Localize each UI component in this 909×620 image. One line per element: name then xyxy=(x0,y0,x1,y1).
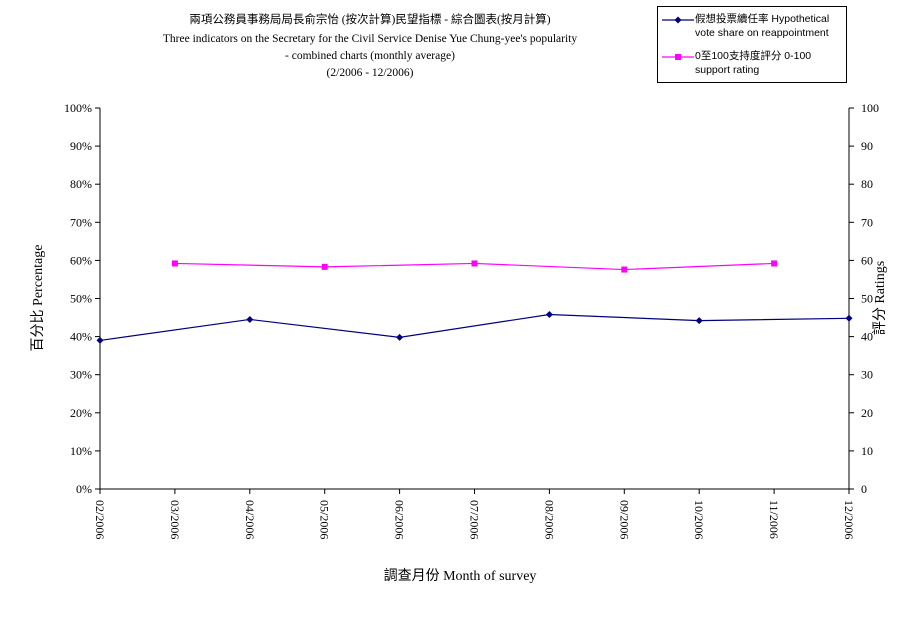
y-left-tick-label: 50% xyxy=(70,292,92,306)
legend-label-vote-share: 假想投票續任率 Hypothetical vote share on reapp… xyxy=(695,13,830,39)
y-right-tick-label: 80 xyxy=(861,177,873,191)
x-tick-label: 08/2006 xyxy=(542,500,556,539)
data-point-series-1 xyxy=(695,317,703,325)
y-axis-right-title: 評分 Ratings xyxy=(872,261,888,335)
x-tick-label: 04/2006 xyxy=(243,500,257,539)
data-point-series-1 xyxy=(845,314,853,322)
chart-subtitle-line-3: (2/2006 - 12/2006) xyxy=(326,67,414,79)
y-left-tick-label: 80% xyxy=(70,177,92,191)
chart-subtitle-line-2: - combined charts (monthly average) xyxy=(285,50,455,62)
y-right-tick-label: 20 xyxy=(861,406,873,420)
data-point-series-1 xyxy=(96,336,104,344)
x-tick-label: 12/2006 xyxy=(842,500,856,539)
y-right-tick-label: 100 xyxy=(861,101,879,115)
y-axis-left-title: 百分比 Percentage xyxy=(30,245,46,352)
data-point-series-2 xyxy=(621,266,628,273)
legend-swatch-support-rating xyxy=(662,54,694,60)
legend-swatch-vote-share xyxy=(662,16,694,24)
x-tick-label: 03/2006 xyxy=(168,500,182,539)
legend-label-support-rating: 0至100支持度評分 0-100 support rating xyxy=(695,50,812,76)
y-left-tick-label: 30% xyxy=(70,368,92,382)
x-tick-label: 07/2006 xyxy=(468,500,482,539)
x-tick-label: 02/2006 xyxy=(93,500,107,539)
y-right-tick-label: 0 xyxy=(861,482,867,496)
y-right-tick-label: 30 xyxy=(861,368,873,382)
y-right-tick-label: 40 xyxy=(861,330,873,344)
x-axis-title: 調查月份 Month of survey xyxy=(384,568,537,584)
chart-subtitle-line-1: Three indicators on the Secretary for th… xyxy=(162,33,578,45)
y-left-tick-label: 40% xyxy=(70,330,92,344)
x-tick-label: 06/2006 xyxy=(393,500,407,539)
y-left-tick-label: 100% xyxy=(64,101,92,115)
x-tick-label: 11/2006 xyxy=(767,500,781,539)
y-right-tick-label: 90 xyxy=(861,139,873,153)
data-point-series-1 xyxy=(545,311,553,319)
chart-title: 兩項公務員事務局局長俞宗怡 (按次計算)民望指標 - 綜合圖表(按月計算) xyxy=(189,14,551,26)
y-left-tick-label: 0% xyxy=(76,482,92,496)
y-left-tick-label: 70% xyxy=(70,215,92,229)
y-left-tick-label: 60% xyxy=(70,253,92,267)
x-tick-label: 10/2006 xyxy=(692,500,706,539)
y-right-tick-label: 50 xyxy=(861,292,873,306)
y-left-tick-label: 10% xyxy=(70,444,92,458)
x-tick-label: 09/2006 xyxy=(617,500,631,539)
y-right-tick-label: 10 xyxy=(861,444,873,458)
data-point-series-1 xyxy=(396,333,404,341)
y-left-tick-label: 90% xyxy=(70,139,92,153)
y-right-tick-label: 60 xyxy=(861,253,873,267)
x-tick-label: 05/2006 xyxy=(318,500,332,539)
series-line-1 xyxy=(99,313,850,342)
data-point-series-2 xyxy=(321,263,328,270)
chart-legend: 假想投票續任率 Hypothetical vote share on reapp… xyxy=(657,6,847,83)
y-left-tick-label: 20% xyxy=(70,406,92,420)
data-point-series-2 xyxy=(471,260,478,267)
data-point-series-1 xyxy=(246,315,254,323)
data-point-series-2 xyxy=(771,260,778,267)
data-point-series-2 xyxy=(171,260,178,267)
y-right-tick-label: 70 xyxy=(861,215,873,229)
